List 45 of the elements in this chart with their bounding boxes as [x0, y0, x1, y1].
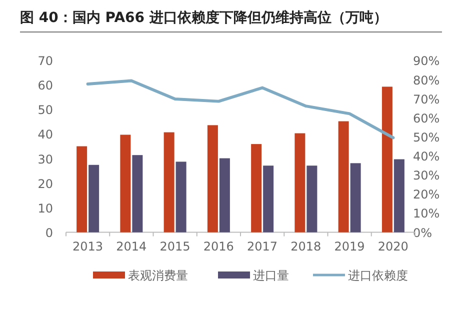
- bar: [251, 144, 262, 232]
- x-tick-label: 2017: [247, 239, 278, 254]
- y2-tick-label: 20%: [413, 188, 440, 202]
- y2-tick-label: 10%: [413, 206, 440, 221]
- x-tick-label: 2015: [160, 239, 190, 254]
- legend-label: 进口依赖度: [348, 268, 408, 282]
- y-tick-label: 70: [38, 54, 53, 68]
- y2-tick-label: 40%: [413, 150, 440, 164]
- bar: [394, 159, 404, 232]
- bar: [88, 164, 100, 232]
- y2-tick-label: 30%: [413, 168, 440, 183]
- bar: [207, 125, 218, 232]
- x-tick-label: 2016: [203, 239, 234, 254]
- bar: [76, 146, 88, 232]
- legend-label: 进口量: [253, 268, 289, 282]
- bar: [306, 166, 318, 232]
- x-tick-label: 2020: [378, 239, 408, 254]
- y-tick-label: 30: [38, 152, 53, 166]
- y2-tick-label: 90%: [413, 54, 440, 68]
- bar: [132, 155, 143, 232]
- bar: [350, 163, 361, 232]
- y-tick-label: 20: [38, 176, 53, 191]
- y2-tick-label: 70%: [413, 92, 440, 106]
- bar: [294, 133, 306, 232]
- bar: [263, 166, 274, 232]
- x-tick-label: 2014: [116, 239, 147, 254]
- bar: [120, 134, 131, 232]
- y2-tick-label: 60%: [413, 111, 440, 126]
- chart-title: 图 40：国内 PA66 进口依赖度下降但仍维持高位（万吨）: [20, 9, 388, 26]
- y-tick-label: 60: [38, 78, 53, 93]
- y-tick-label: 10: [38, 201, 53, 216]
- bar: [164, 132, 174, 232]
- y2-tick-label: 50%: [413, 130, 440, 144]
- bar: [382, 86, 392, 232]
- y2-tick-label: 80%: [413, 73, 440, 88]
- bar: [176, 162, 186, 232]
- y-tick-label: 40: [38, 128, 53, 142]
- bar: [338, 121, 349, 232]
- legend-label: 表观消费量: [128, 268, 188, 282]
- x-tick-label: 2019: [334, 239, 365, 254]
- y-tick-label: 50: [38, 103, 53, 118]
- bar: [219, 158, 230, 232]
- x-tick-label: 2018: [290, 239, 322, 254]
- x-tick-label: 2013: [72, 239, 104, 254]
- y-tick-label: 0: [45, 226, 53, 240]
